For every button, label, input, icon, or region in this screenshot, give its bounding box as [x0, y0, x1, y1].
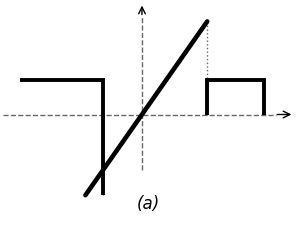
Text: (a): (a): [137, 195, 160, 213]
